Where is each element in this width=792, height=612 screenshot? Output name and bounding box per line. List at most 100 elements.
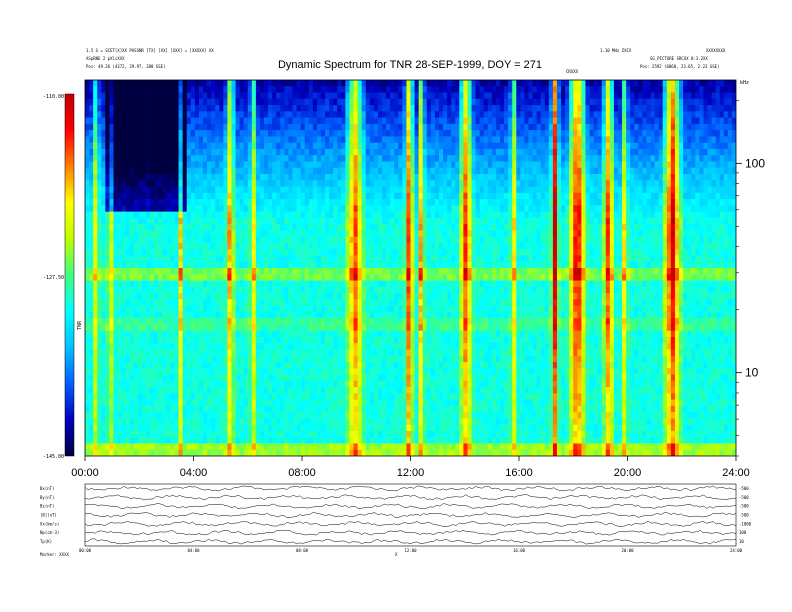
heatmap-cell (133, 280, 139, 288)
heatmap-cell (280, 387, 285, 394)
heatmap-cell (337, 161, 342, 169)
heatmap-cell (365, 443, 371, 451)
heatmap-cell (198, 98, 204, 106)
heatmap-cell (418, 336, 424, 344)
heatmap-cell (105, 299, 110, 306)
heatmap-cell (365, 155, 371, 162)
heatmap-cell (215, 174, 220, 181)
heatmap-cell (373, 261, 379, 269)
heatmap-cell (158, 286, 163, 294)
heatmap-cell (194, 211, 200, 219)
heatmap-cell (215, 123, 220, 131)
heatmap-cell (247, 424, 253, 432)
heatmap-cell (202, 268, 208, 275)
heatmap-cell (316, 98, 322, 106)
heatmap-cell (341, 230, 346, 238)
heatmap-cell (361, 324, 367, 332)
heatmap-cell (101, 224, 106, 231)
heatmap-cell (113, 330, 118, 338)
heatmap-cell (406, 142, 411, 150)
heatmap-cell (219, 405, 224, 413)
heatmap-cell (133, 305, 139, 313)
heatmap-cell (186, 105, 192, 112)
heatmap-cell (223, 255, 228, 263)
heatmap-cell (166, 186, 171, 194)
heatmap-cell (272, 311, 277, 319)
heatmap-cell (341, 449, 346, 456)
heatmap-cell (162, 399, 167, 407)
heatmap-cell (133, 418, 139, 426)
heatmap-cell (276, 186, 281, 194)
heatmap-cell (345, 343, 350, 350)
heatmap-cell (137, 443, 143, 451)
heatmap-cell (129, 148, 135, 156)
heatmap-cell (329, 387, 334, 394)
heatmap-cell (276, 98, 281, 106)
heatmap-cell (227, 92, 232, 100)
heatmap-cell (89, 443, 94, 451)
heatmap-cell (174, 155, 179, 162)
heatmap-cell (231, 117, 236, 125)
heatmap-cell (361, 343, 367, 350)
heatmap-cell (320, 148, 326, 156)
heatmap-cell (154, 217, 159, 225)
heatmap-cell (333, 261, 338, 269)
heatmap-cell (247, 324, 253, 332)
heatmap-cell (337, 230, 342, 238)
heatmap-cell (166, 130, 171, 137)
heatmap-cell (382, 111, 387, 118)
heatmap-cell (284, 105, 289, 112)
heatmap-cell (361, 123, 367, 131)
heatmap-cell (361, 412, 367, 419)
heatmap-cell (251, 437, 257, 444)
heatmap-cell (166, 255, 171, 263)
heatmap-cell (162, 380, 167, 388)
heatmap-cell (390, 148, 395, 156)
heatmap-cell (325, 98, 330, 106)
heatmap-cell (211, 443, 216, 451)
heatmap-cell (308, 230, 314, 238)
heatmap-cell (341, 130, 346, 137)
heatmap-cell (329, 405, 334, 413)
heatmap-cell (259, 305, 265, 313)
heatmap-cell (288, 374, 293, 382)
heatmap-cell (117, 224, 123, 231)
heatmap-cell (129, 362, 135, 369)
heatmap-cell (235, 324, 241, 332)
heatmap-cell (85, 405, 90, 413)
heatmap-cell (349, 255, 354, 263)
heatmap-cell (117, 343, 123, 350)
heatmap-cell (154, 180, 159, 187)
heatmap-cell (133, 274, 139, 281)
heatmap-cell (255, 249, 261, 256)
heatmap-cell (341, 242, 346, 250)
heatmap-cell (211, 211, 216, 219)
heatmap-cell (365, 192, 371, 200)
heatmap-cell (312, 362, 318, 369)
heatmap-cell (268, 418, 273, 426)
heatmap-cell (178, 449, 184, 456)
heatmap-cell (406, 80, 411, 87)
heatmap-cell (178, 311, 184, 319)
heatmap-cell (113, 374, 118, 382)
heatmap-cell (247, 123, 253, 131)
heatmap-cell (365, 274, 371, 281)
heatmap-cell (414, 217, 420, 225)
heatmap-cell (300, 299, 306, 306)
heatmap-cell (121, 349, 127, 357)
heatmap-cell (207, 130, 212, 137)
heatmap-cell (382, 167, 387, 175)
heatmap-cell (272, 305, 277, 313)
heatmap-cell (105, 242, 110, 250)
heatmap-cell (296, 336, 302, 344)
heatmap-cell (174, 374, 179, 382)
heatmap-cell (215, 117, 220, 125)
heatmap-cell (227, 205, 232, 212)
heatmap-cell (202, 249, 208, 256)
heatmap-cell (137, 242, 143, 250)
heatmap-cell (259, 130, 265, 137)
heatmap-cell (137, 437, 143, 444)
heatmap-cell (316, 330, 322, 338)
heatmap-cell (109, 405, 114, 413)
heatmap-cell (406, 86, 411, 93)
